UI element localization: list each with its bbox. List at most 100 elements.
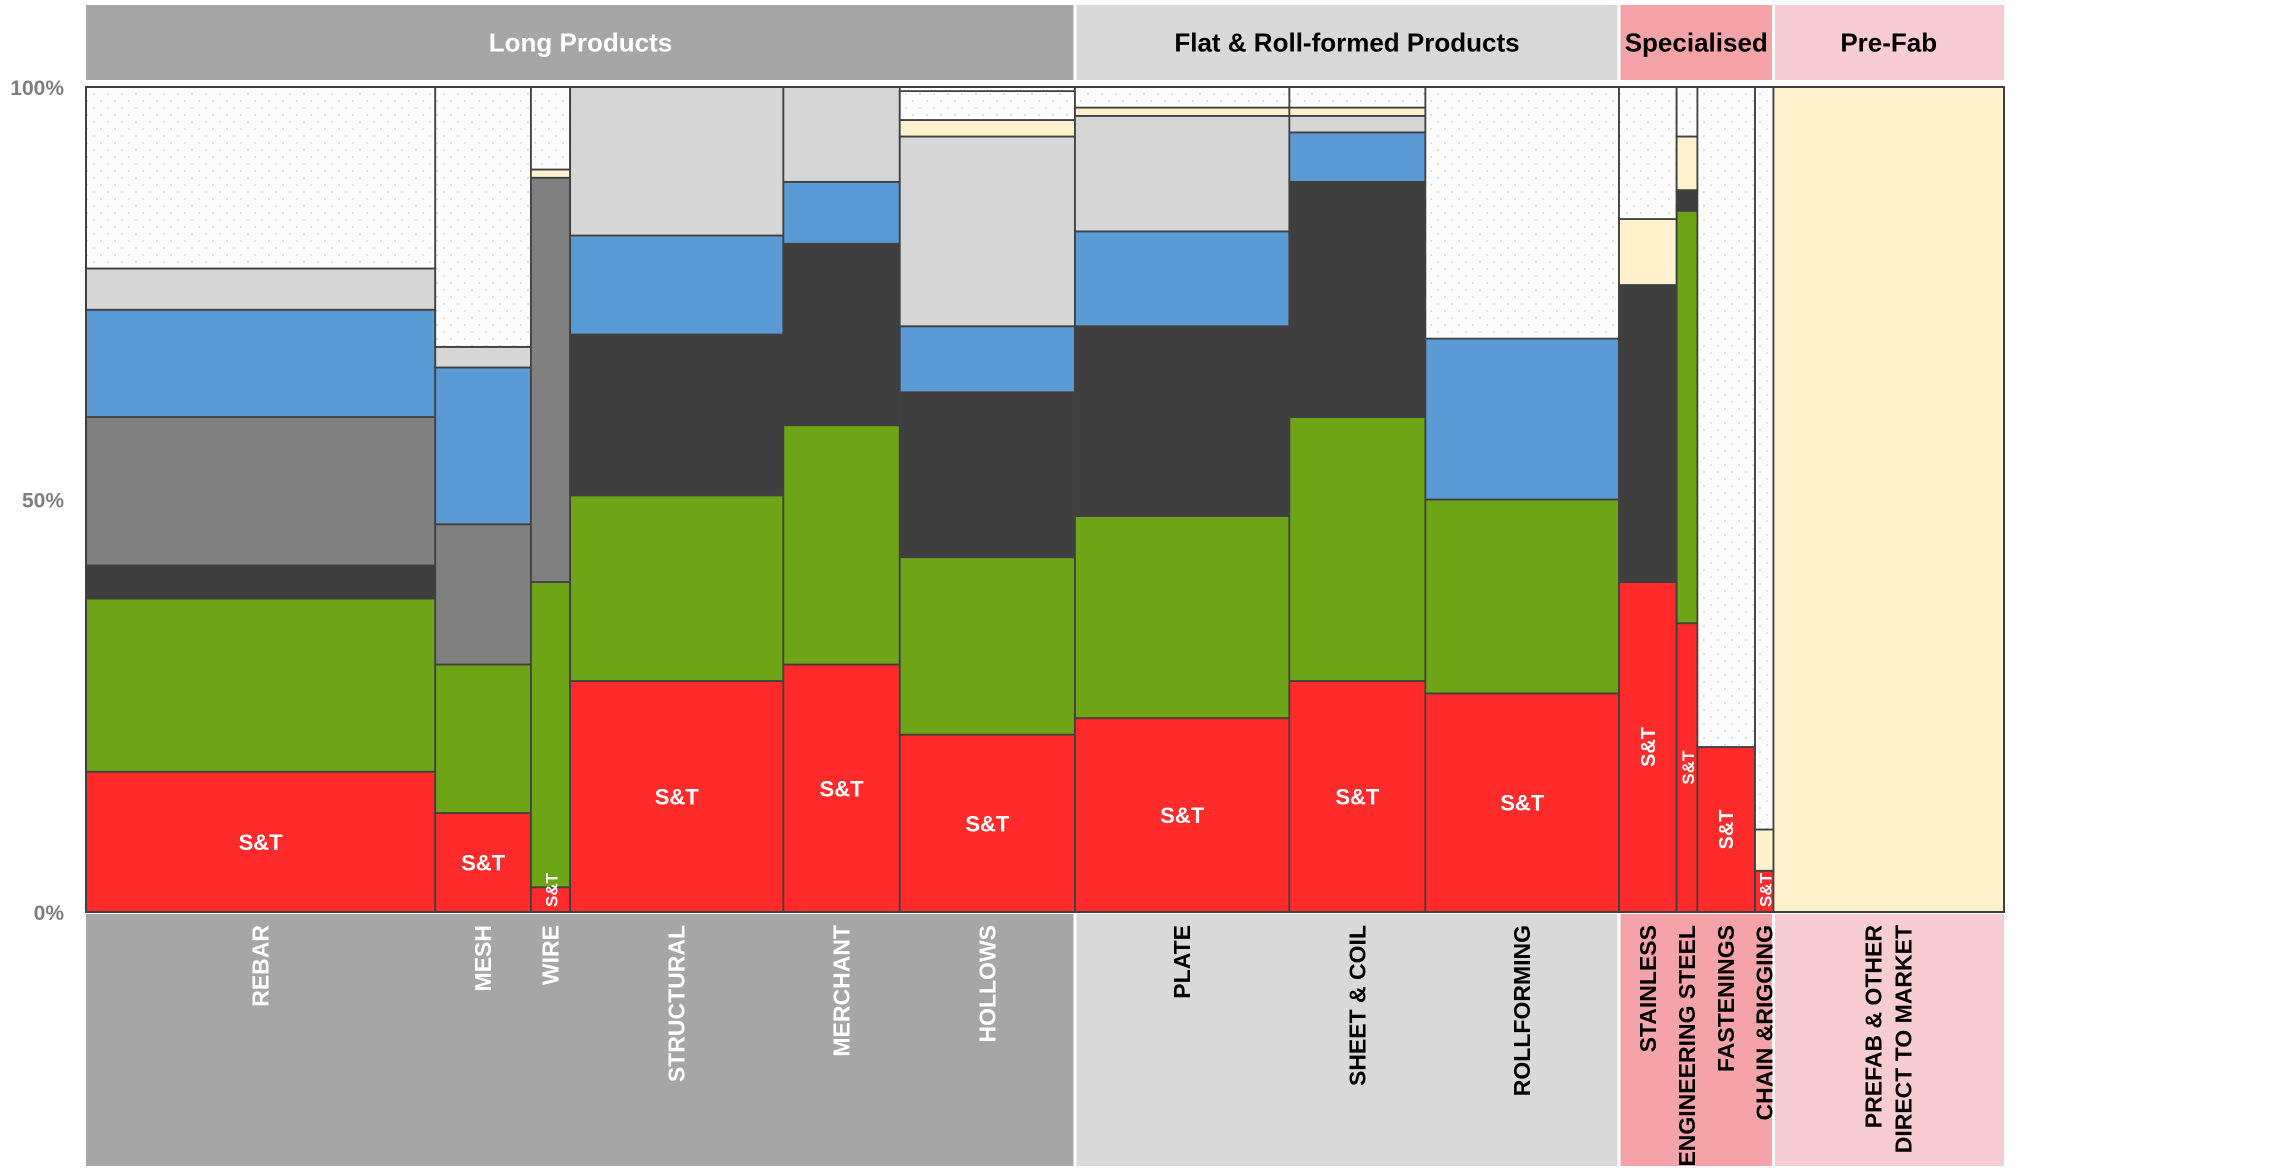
segment-plate-7: [1074, 86, 1291, 109]
segment-chain-andrigging-6: [1754, 828, 1775, 872]
segment-merchant-1: [782, 424, 901, 666]
category-label-merchant: MERCHANT: [829, 925, 855, 1057]
category-label-structural: STRUCTURAL: [664, 925, 690, 1082]
segment-stainless-6: [1618, 218, 1678, 286]
y-tick-label: 0%: [34, 902, 65, 925]
segment-hollows-1: [898, 556, 1076, 736]
st-label-hollows: S&T: [965, 811, 1010, 836]
group-footer-specialised: [1619, 914, 1774, 1166]
category-label-plate: PLATE: [1169, 925, 1195, 999]
segment-structural-5: [569, 86, 785, 237]
segment-hollows-2: [898, 391, 1076, 559]
segment-rebar-0: [85, 770, 437, 913]
st-label-mesh: S&T: [461, 851, 506, 876]
segment-hollows-4: [898, 325, 1076, 394]
segment-sheet-and-coil-0: [1288, 680, 1427, 913]
category-label-line: STRUCTURAL: [664, 925, 690, 1082]
category-label-hollows: HOLLOWS: [974, 925, 1000, 1043]
plot-border: [85, 86, 2005, 913]
st-label-engineering-steel: S&T: [1679, 750, 1698, 785]
segment-plate-1: [1074, 515, 1291, 720]
category-label-line: HOLLOWS: [974, 925, 1000, 1043]
segment-rollforming-7: [1424, 86, 1620, 340]
category-label-line: WIRE: [538, 925, 564, 985]
segment-stainless-2: [1618, 284, 1678, 583]
segment-hollows-7: [898, 90, 1076, 121]
segment-structural-1: [569, 494, 785, 682]
segment-sheet-and-coil-7: [1288, 86, 1427, 109]
segment-hollows-6: [898, 119, 1076, 138]
category-label-line: DIRECT TO MARKET: [1891, 925, 1917, 1153]
segment-rollforming-0: [1424, 692, 1620, 913]
group-header-label: Specialised: [1625, 28, 1768, 58]
group-footer-long-products: [86, 914, 1075, 1166]
segment-merchant-5: [782, 86, 901, 183]
segment-hollows-5: [898, 135, 1076, 328]
segment-rebar-2: [85, 564, 437, 600]
segment-plate-6: [1074, 106, 1291, 117]
segment-mesh-0: [434, 812, 532, 913]
st-label-rebar: S&T: [239, 830, 284, 855]
segment-wire-6: [530, 168, 572, 179]
segment-chain-andrigging-7: [1754, 86, 1775, 831]
group-header-label: Long Products: [489, 28, 672, 58]
category-label-line: FASTENINGS: [1713, 925, 1739, 1072]
st-label-wire: S&T: [543, 872, 562, 907]
category-label-chain-andrigging: CHAIN &RIGGING: [1751, 925, 1777, 1121]
category-label-rollforming: ROLLFORMING: [1509, 925, 1535, 1096]
group-header-label: Flat & Roll-formed Products: [1174, 28, 1519, 58]
segment-sheet-and-coil-4: [1288, 131, 1427, 183]
category-label-line: ROLLFORMING: [1509, 925, 1535, 1096]
segment-sheet-and-coil-6: [1288, 106, 1427, 117]
segment-engineering-steel-1: [1675, 209, 1699, 625]
st-label-merchant: S&T: [820, 776, 865, 801]
segment-rebar-3: [85, 416, 437, 567]
group-footer-flat-and-roll-formed-products: [1074, 914, 1620, 1166]
segment-rollforming-1: [1424, 498, 1620, 695]
category-label-line: REBAR: [248, 925, 274, 1007]
segment-fastenings-7: [1696, 86, 1756, 748]
segment-sheet-and-coil-5: [1288, 114, 1427, 134]
group-header-label: Pre-Fab: [1840, 28, 1937, 58]
group-header-long-products: [86, 5, 1075, 80]
category-label-stainless: STAINLESS: [1635, 925, 1661, 1052]
group-header-flat-and-roll-formed-products: [1074, 5, 1620, 80]
category-label-line: CHAIN &RIGGING: [1751, 925, 1777, 1121]
segment-structural-2: [569, 333, 785, 497]
st-label-plate: S&T: [1160, 803, 1205, 828]
segment-sheet-and-coil-1: [1288, 416, 1427, 682]
segment-plate-4: [1074, 230, 1291, 328]
segment-stainless-0: [1618, 581, 1678, 913]
category-label-rebar: REBAR: [248, 925, 274, 1007]
st-label-rollforming: S&T: [1500, 791, 1545, 816]
group-footer-pre-fab: [1773, 914, 2004, 1166]
y-tick-label: 100%: [10, 77, 64, 100]
group-header-specialised: [1619, 5, 1774, 80]
segment-mesh-1: [434, 663, 532, 814]
segment-engineering-steel-2: [1675, 189, 1699, 212]
segment-engineering-steel-7: [1675, 86, 1699, 138]
segment-wire-3: [530, 176, 572, 583]
segment-plate-0: [1074, 717, 1291, 913]
segment-mesh-3: [434, 523, 532, 666]
category-label-fastenings: FASTENINGS: [1713, 925, 1739, 1072]
st-label-stainless: S&T: [1638, 727, 1660, 767]
category-label-line: MESH: [470, 925, 496, 991]
y-tick-label: 50%: [22, 490, 64, 513]
segment-rebar-4: [85, 308, 437, 418]
segment-structural-0: [569, 680, 785, 913]
segment-merchant-4: [782, 180, 901, 245]
segment-merchant-2: [782, 242, 901, 427]
segment-structural-4: [569, 234, 785, 336]
segment-rebar-5: [85, 267, 437, 311]
segment-sheet-and-coil-2: [1288, 180, 1427, 418]
segment-prefab-and-other-direct-to-market-6: [1772, 86, 2005, 913]
st-label-chain-andrigging: S&T: [1756, 872, 1775, 907]
segment-hollows-0: [898, 733, 1076, 913]
st-label-fastenings: S&T: [1716, 810, 1738, 850]
st-label-sheet-and-coil: S&T: [1335, 785, 1380, 810]
segment-wire-1: [530, 581, 572, 889]
category-label-engineering-steel: ENGINEERING STEEL: [1674, 925, 1700, 1166]
segment-mesh-7: [434, 86, 532, 348]
